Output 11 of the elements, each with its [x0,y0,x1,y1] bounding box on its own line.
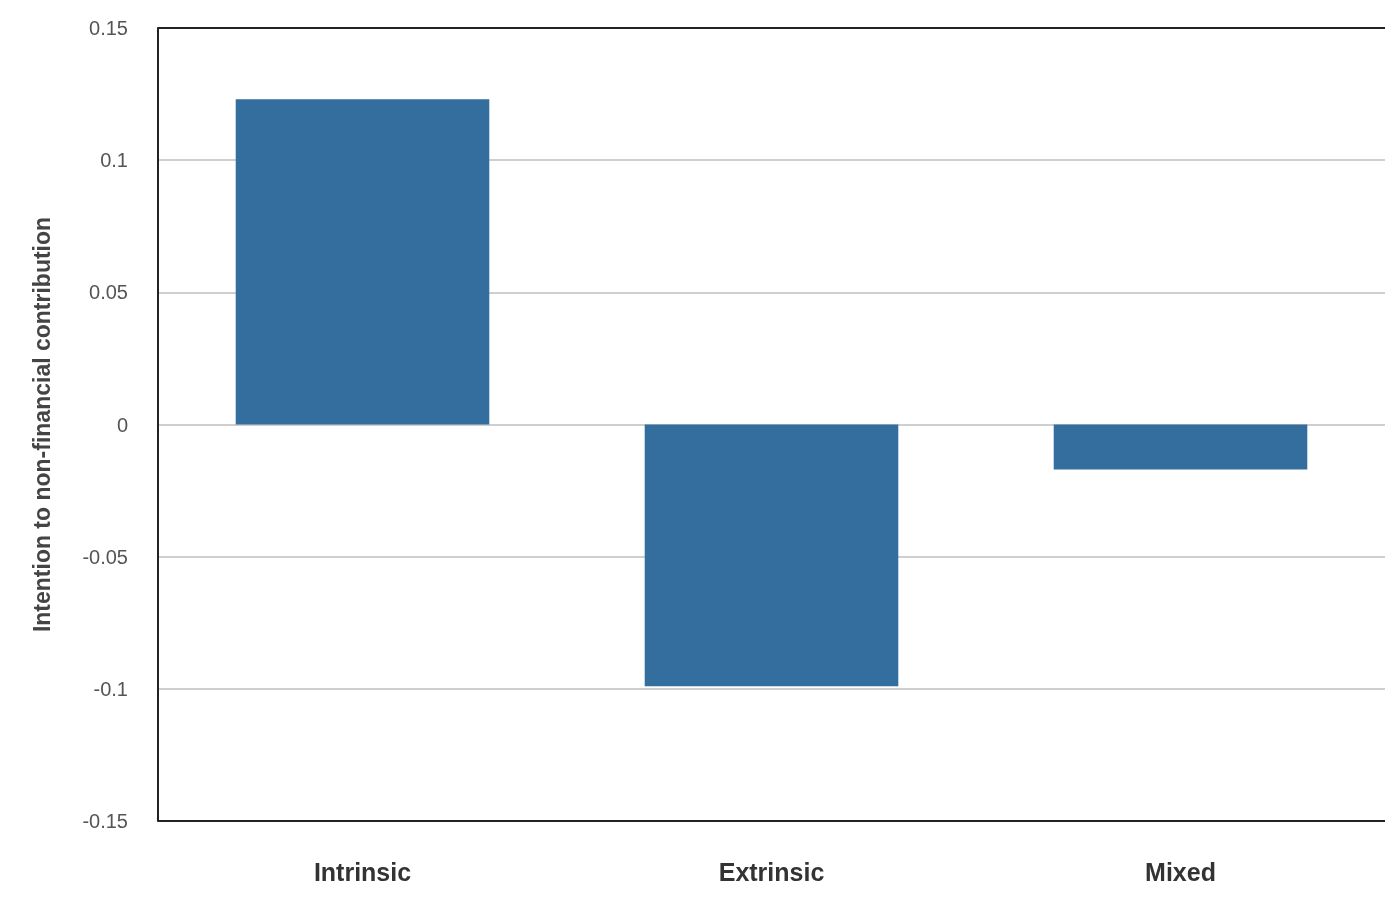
x-tick-label: Mixed [1145,857,1216,886]
y-tick-label: -0.1 [93,677,128,700]
y-axis-title: Intention to non-financial contribution [28,216,55,633]
y-tick-label: 0 [116,413,128,436]
y-tick-label: 0.1 [100,149,128,172]
y-tick-label: 0.05 [89,281,128,304]
y-tick-label: 0.15 [89,17,128,39]
x-tick-label: Extrinsic [718,857,825,886]
y-tick-label: -0.15 [82,810,128,832]
y-tick-label: -0.05 [82,545,128,568]
x-tick-label: Intrinsic [313,857,412,886]
